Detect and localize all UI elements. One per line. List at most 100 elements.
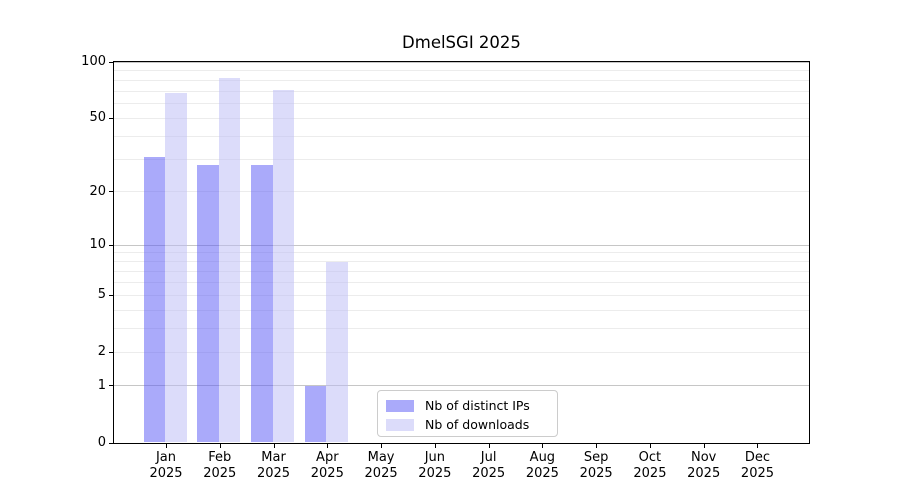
xtick-label-nov: Nov 2025 xyxy=(672,450,736,482)
plot-area xyxy=(113,61,810,444)
xtick-label-dec: Dec 2025 xyxy=(725,450,789,482)
ytick-y1 xyxy=(109,385,113,387)
ytick-y5 xyxy=(109,294,113,296)
xtick-year-sep: 2025 xyxy=(579,466,613,481)
bar-mar-downloads xyxy=(272,89,295,442)
bar-jan-distinct-ips xyxy=(143,156,165,442)
ytick-label-y50: 50 xyxy=(89,110,106,126)
xtick-year-jan: 2025 xyxy=(149,466,183,481)
gridline-y30 xyxy=(114,159,809,160)
ytick-label-y100: 100 xyxy=(81,54,106,69)
ytick-y0 xyxy=(109,442,113,444)
gridline-y50 xyxy=(114,117,809,119)
xtick-label-aug: Aug 2025 xyxy=(510,450,574,482)
xtick-label-jul: Jul 2025 xyxy=(457,450,521,482)
xtick-year-nov: 2025 xyxy=(687,466,721,481)
xtick-year-mar: 2025 xyxy=(256,466,291,481)
xtick-may xyxy=(381,444,383,448)
xtick-label-jan: Jan 2025 xyxy=(134,450,198,482)
xtick-month-aug: Aug xyxy=(529,450,556,465)
xtick-label-sep: Sep 2025 xyxy=(564,450,628,482)
gridline-y80 xyxy=(114,79,809,81)
xtick-year-oct: 2025 xyxy=(633,466,667,481)
xtick-oct xyxy=(649,444,651,448)
gridline-y10 xyxy=(114,244,809,246)
xtick-year-jun: 2025 xyxy=(418,466,452,481)
gridline-y5 xyxy=(114,294,809,296)
bar-apr-distinct-ips xyxy=(304,385,327,442)
gridline-y1 xyxy=(114,385,809,387)
xtick-month-dec: Dec xyxy=(744,450,771,465)
legend-swatch-downloads-icon xyxy=(386,418,414,431)
xtick-nov xyxy=(703,444,705,448)
xtick-year-may: 2025 xyxy=(364,466,398,481)
xtick-label-jun: Jun 2025 xyxy=(403,450,467,482)
xtick-month-mar: Mar xyxy=(261,450,286,465)
xtick-sep xyxy=(596,444,598,448)
xtick-jan xyxy=(166,444,167,448)
xtick-label-oct: Oct 2025 xyxy=(618,450,682,482)
gridline-y20 xyxy=(114,191,809,193)
gridline-y100 xyxy=(114,61,809,63)
legend-label-downloads: Nb of downloads xyxy=(425,417,530,432)
gridline-y40 xyxy=(114,135,809,137)
ytick-y20 xyxy=(109,191,113,193)
xtick-year-dec: 2025 xyxy=(740,466,775,481)
xtick-year-feb: 2025 xyxy=(203,466,237,481)
ytick-label-y1: 1 xyxy=(97,377,106,393)
gridline-y3 xyxy=(114,328,809,330)
ytick-label-y10: 10 xyxy=(89,237,106,253)
legend-label-distinct-ips: Nb of distinct IPs xyxy=(425,398,530,413)
xtick-label-feb: Feb 2025 xyxy=(188,450,252,482)
gridline-y2 xyxy=(114,351,809,353)
ytick-y100 xyxy=(109,61,113,63)
xtick-label-may: May 2025 xyxy=(349,450,413,482)
xtick-label-mar: Mar 2025 xyxy=(242,450,306,482)
xtick-dec xyxy=(757,444,759,448)
xtick-month-may: May xyxy=(367,450,395,465)
xtick-apr xyxy=(327,444,329,448)
gridline-y7 xyxy=(114,270,809,272)
legend-row-distinct-ips: Nb of distinct IPs xyxy=(378,396,557,415)
bar-feb-downloads xyxy=(218,78,241,442)
gridline-y4 xyxy=(114,309,809,311)
xtick-month-sep: Sep xyxy=(583,450,609,465)
legend-row-downloads: Nb of downloads xyxy=(378,415,557,434)
chart-title: DmelSGI 2025 xyxy=(402,33,521,52)
xtick-month-oct: Oct xyxy=(638,450,662,465)
xtick-jul xyxy=(488,444,490,448)
ytick-y2 xyxy=(109,351,113,353)
xtick-month-apr: Apr xyxy=(316,450,339,465)
ytick-label-y0: 0 xyxy=(97,435,106,450)
xtick-year-apr: 2025 xyxy=(310,466,344,481)
ytick-label-y20: 20 xyxy=(89,183,106,199)
ytick-y50 xyxy=(109,117,113,119)
legend: Nb of distinct IPs Nb of downloads xyxy=(377,390,558,437)
gridline-y70 xyxy=(114,90,809,92)
ytick-y10 xyxy=(109,244,113,246)
ytick-label-y5: 5 xyxy=(97,287,106,303)
gridline-y60 xyxy=(114,103,809,105)
xtick-aug xyxy=(542,444,544,448)
xtick-year-aug: 2025 xyxy=(525,466,559,481)
gridline-y9 xyxy=(114,252,809,254)
bar-mar-distinct-ips xyxy=(251,165,273,442)
gridline-y6 xyxy=(114,281,809,283)
xtick-month-jan: Jan xyxy=(155,450,177,465)
bar-jan-downloads xyxy=(165,93,187,442)
xtick-label-apr: Apr 2025 xyxy=(295,450,359,482)
xtick-feb xyxy=(219,444,221,448)
xtick-month-jul: Jul xyxy=(480,450,497,465)
gridline-y8 xyxy=(114,261,809,263)
xtick-month-feb: Feb xyxy=(208,450,232,465)
xtick-mar xyxy=(273,444,275,448)
bar-feb-distinct-ips xyxy=(197,165,219,442)
bar-apr-downloads xyxy=(326,261,348,442)
xtick-year-jul: 2025 xyxy=(472,466,506,481)
xtick-jun xyxy=(434,444,436,448)
gridline-y90 xyxy=(114,70,809,72)
xtick-month-nov: Nov xyxy=(691,450,717,465)
xtick-month-jun: Jun xyxy=(424,450,445,465)
legend-swatch-distinct-ips-icon xyxy=(386,399,414,412)
